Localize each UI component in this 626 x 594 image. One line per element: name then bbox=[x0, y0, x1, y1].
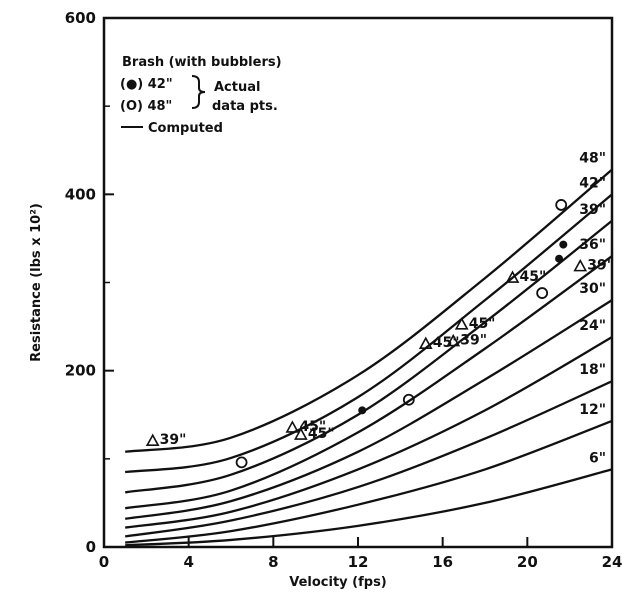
curve-label: 48" bbox=[579, 151, 606, 167]
curve-label: 6" bbox=[589, 450, 606, 466]
x-tick-label: 0 bbox=[99, 553, 109, 571]
triangle-point-label: 39" bbox=[587, 258, 614, 274]
legend-filled-label: (●) 42" bbox=[120, 77, 173, 92]
triangle-point bbox=[285, 420, 300, 433]
legend-actual-label-2: data pts. bbox=[212, 99, 278, 114]
open-point-48in bbox=[402, 393, 415, 406]
curve-label: 18" bbox=[579, 362, 606, 378]
curve-30in bbox=[124, 299, 613, 520]
triangle-point-label: 45" bbox=[433, 335, 460, 351]
axes: 0 4 8 12 16 20 24 0 200 400 600 Velocity (fps) Resis… bbox=[29, 9, 622, 590]
legend-actual-label: Actual bbox=[214, 80, 260, 95]
curve-6in bbox=[125, 468, 613, 547]
legend-computed-label: Computed bbox=[148, 121, 223, 136]
filled-point-42in bbox=[559, 240, 568, 249]
curve-label: 12" bbox=[579, 402, 606, 418]
filled-point-42in bbox=[555, 254, 564, 263]
triangle-point bbox=[145, 433, 160, 447]
curve-39in bbox=[124, 219, 613, 494]
legend-open-label: (O) 48" bbox=[120, 99, 172, 114]
triangle-point bbox=[454, 317, 469, 330]
open-point-48in bbox=[235, 456, 248, 469]
triangle-point-label: 45" bbox=[299, 419, 326, 435]
triangle-point-label: 45" bbox=[469, 316, 496, 332]
legend: Brash (with bubblers) (●) 42" (O) 48" Ac… bbox=[120, 55, 282, 136]
triangle-point-label: 45" bbox=[308, 426, 335, 442]
x-tick-label: 20 bbox=[517, 553, 538, 571]
y-tick-label: 0 bbox=[86, 538, 96, 556]
y-axis-title: Resistance (lbs x 10²) bbox=[29, 203, 44, 362]
computed-curves: 6"12"18"24"30"36"39"42"48" bbox=[124, 151, 613, 547]
triangle-point bbox=[505, 270, 520, 283]
y-tick-label: 600 bbox=[65, 9, 96, 27]
x-tick-label: 4 bbox=[183, 553, 193, 571]
curve-36in bbox=[124, 255, 613, 510]
triangle-point-label: 45" bbox=[520, 269, 547, 285]
triangle-point bbox=[446, 333, 461, 347]
x-tick-label: 8 bbox=[268, 553, 278, 571]
triangle-point-label: 39" bbox=[460, 333, 487, 349]
triangle-point-label: 39" bbox=[160, 432, 187, 448]
x-tick-label: 16 bbox=[432, 553, 453, 571]
curve-48in bbox=[125, 168, 613, 453]
curve-42in bbox=[125, 193, 613, 474]
legend-title: Brash (with bubblers) bbox=[122, 55, 282, 70]
triangle-point bbox=[418, 336, 433, 350]
triangle-point bbox=[573, 258, 588, 272]
open-point-48in bbox=[536, 287, 549, 299]
y-tick-label: 400 bbox=[65, 185, 96, 203]
data-points: 39"45"45"45" 39"45"45"39" bbox=[145, 199, 614, 469]
triangle-point bbox=[293, 427, 308, 440]
curve-24in bbox=[124, 336, 613, 529]
x-axis-title: Velocity (fps) bbox=[289, 575, 387, 590]
y-tick-label: 200 bbox=[65, 362, 96, 380]
curve-label: 24" bbox=[579, 318, 606, 334]
legend-brace bbox=[191, 75, 206, 109]
curve-label: 30" bbox=[579, 281, 606, 297]
x-tick-label: 12 bbox=[348, 553, 369, 571]
curve-12in bbox=[125, 419, 613, 544]
filled-point-42in bbox=[358, 406, 367, 415]
x-tick-label: 24 bbox=[602, 553, 623, 571]
open-point-48in bbox=[555, 199, 568, 211]
curve-18in bbox=[124, 380, 613, 538]
